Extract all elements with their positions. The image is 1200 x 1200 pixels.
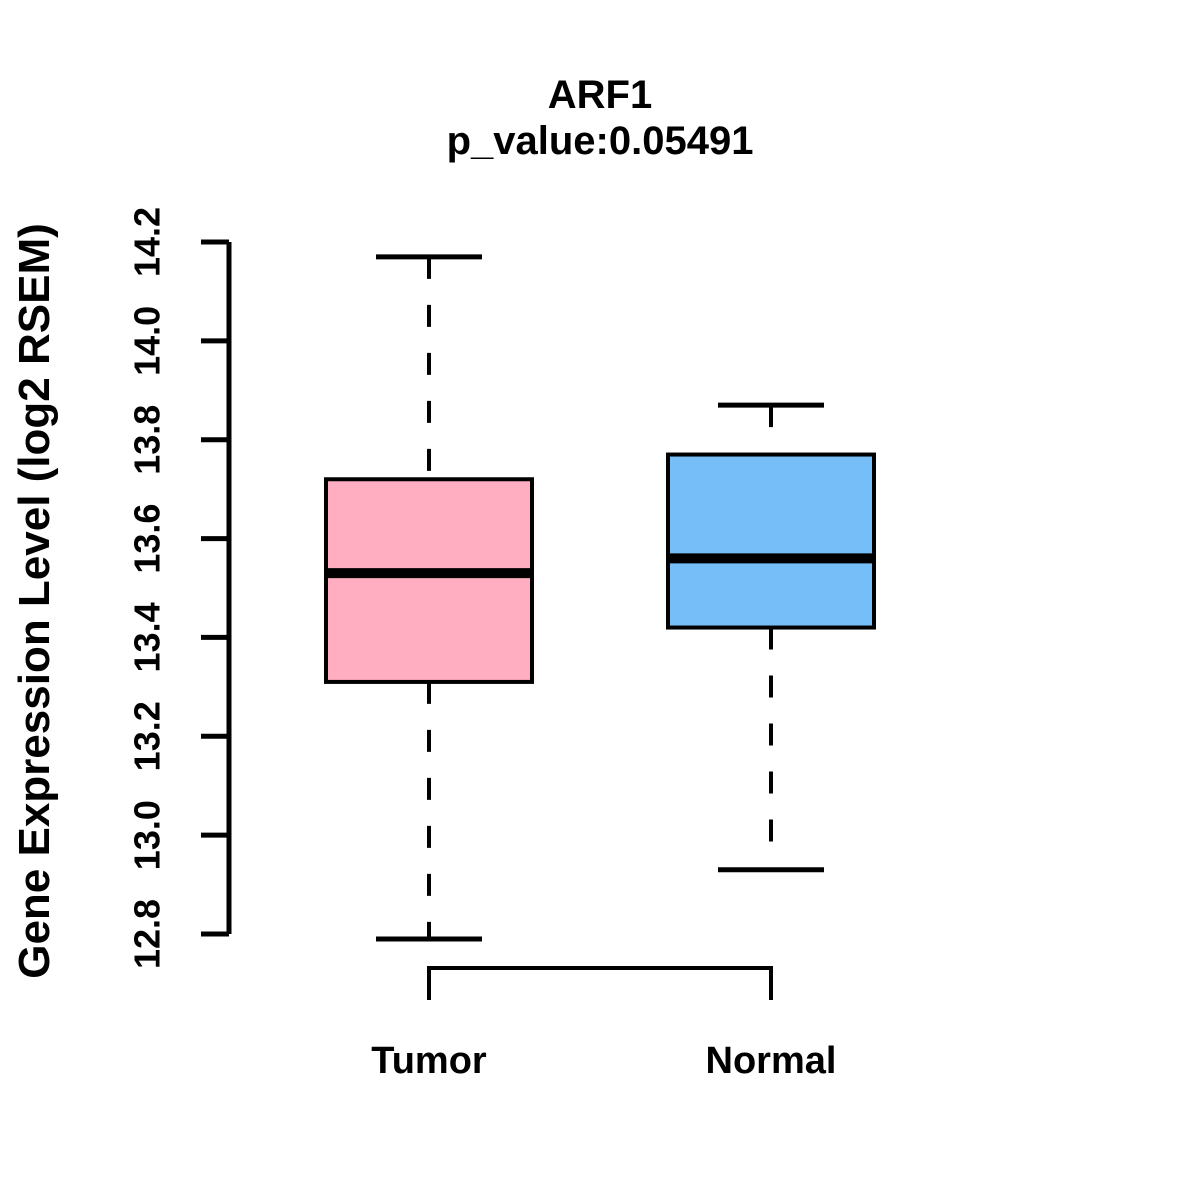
tumor-box (324, 477, 534, 684)
y-tick-label: 13.4 (127, 602, 168, 672)
chart-title: ARF1 (547, 73, 653, 117)
category-label-tumor: Tumor (371, 1040, 487, 1082)
y-tick-label: 12.8 (127, 899, 168, 969)
category-label-normal: Normal (705, 1040, 837, 1082)
x-axis-bracket (427, 966, 773, 1000)
chart-subtitle-pvalue: p_value:0.05491 (446, 119, 754, 163)
normal-box (666, 452, 876, 630)
y-tick-label: 13.2 (127, 701, 168, 771)
y-tick-label: 13.6 (127, 504, 168, 574)
y-tick-label: 13.0 (127, 800, 168, 870)
y-tick-label: 14.0 (127, 306, 168, 376)
y-tick-label: 14.2 (127, 207, 168, 277)
y-tick-label: 13.8 (127, 405, 168, 475)
